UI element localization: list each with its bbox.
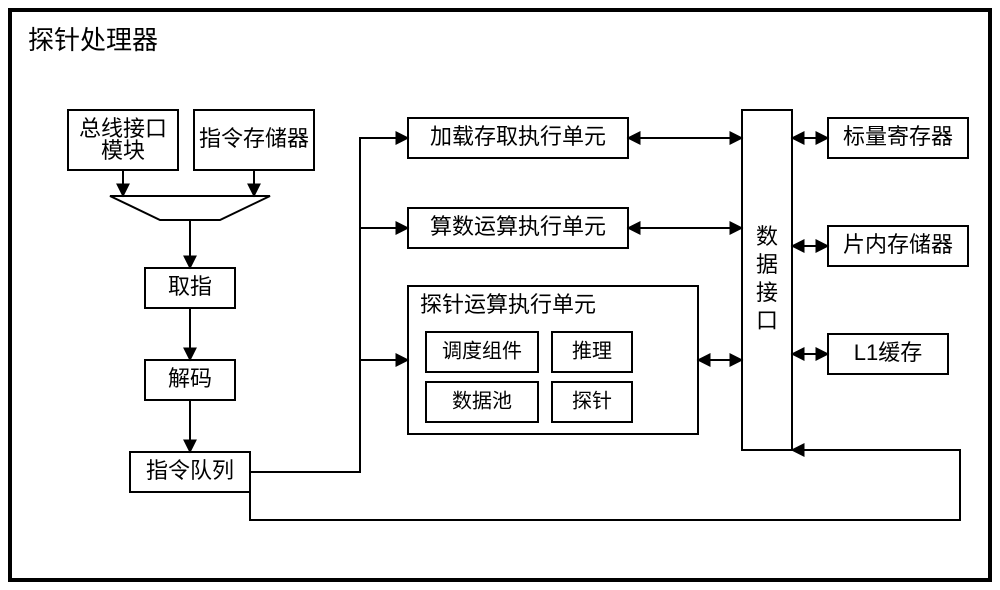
data-interface-char-3: 口 [756, 308, 778, 333]
l1-cache-label: L1缓存 [854, 340, 922, 365]
instruction-memory-label: 指令存储器 [199, 126, 309, 151]
inference-label: 推理 [572, 339, 612, 362]
data-interface-char-2: 接 [756, 280, 778, 305]
data-interface-char-1: 据 [756, 252, 778, 277]
scalar-register-label: 标量寄存器 [843, 124, 953, 149]
fetch-label: 取指 [168, 274, 212, 299]
instruction-queue-label: 指令队列 [146, 458, 234, 483]
probe-label: 探针 [572, 389, 612, 412]
probe-exec-label: 探针运算执行单元 [420, 292, 596, 317]
on-chip-memory-label: 片内存储器 [843, 232, 953, 257]
diagram-title: 探针处理器 [28, 25, 158, 55]
probe-processor-diagram: 探针处理器总线接口模块指令存储器取指解码指令队列加载存取执行单元算数运算执行单元… [0, 0, 1000, 590]
arithmetic-label: 算数运算执行单元 [430, 214, 606, 239]
decode-label: 解码 [168, 366, 212, 391]
dispatch-label: 调度组件 [442, 339, 522, 362]
data-interface-char-0: 数 [756, 224, 778, 249]
bus-interface-label-bottom: 模块 [101, 138, 145, 163]
load-store-label: 加载存取执行单元 [430, 124, 606, 149]
data-pool-label: 数据池 [452, 389, 512, 412]
